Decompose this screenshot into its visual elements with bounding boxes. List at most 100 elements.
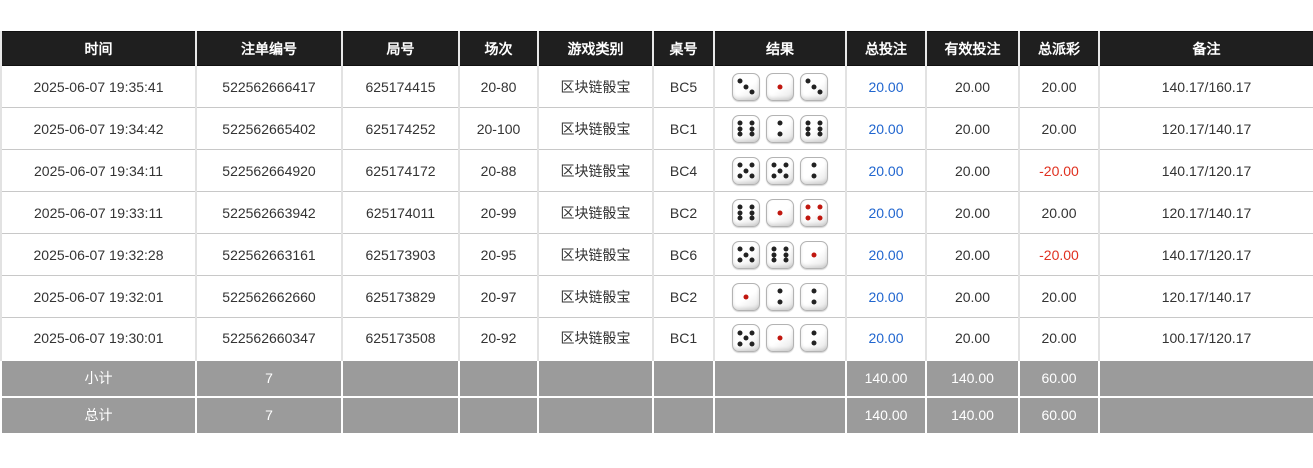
cell-bet_total[interactable]: 20.00: [845, 149, 927, 192]
die-2: [800, 156, 828, 185]
die-pip: [737, 78, 743, 84]
die-1: [766, 198, 794, 227]
die-pip: [749, 215, 755, 221]
summary-cell-bet_total: 140.00: [845, 358, 927, 398]
column-header-valid_bet: 有效投注: [925, 31, 1020, 66]
cell-round_id: 625174415: [341, 65, 460, 108]
cell-round_id: 625173829: [341, 275, 460, 318]
die-6: [800, 114, 828, 143]
die-pip: [737, 246, 743, 252]
die-2: [800, 324, 828, 353]
die-pip: [743, 84, 749, 89]
die-pip: [749, 173, 755, 179]
dice-result: [732, 324, 828, 353]
die-pip: [777, 120, 783, 126]
cell-bet_id: 522562665402: [195, 107, 343, 150]
die-5: [732, 324, 760, 353]
die-pip: [783, 257, 789, 263]
summary-cell-remark: [1098, 395, 1313, 435]
cell-remark: 120.17/140.17: [1098, 275, 1313, 318]
cell-session: 20-95: [458, 233, 539, 276]
die-pip: [783, 173, 789, 179]
cell-game_type: 区块链骰宝: [537, 233, 654, 276]
die-2: [766, 282, 794, 311]
die-pip: [777, 335, 783, 341]
cell-time: 2025-06-07 19:32:28: [0, 233, 197, 276]
die-pip: [817, 215, 823, 221]
die-pip: [771, 257, 777, 263]
cell-bet_total[interactable]: 20.00: [845, 65, 927, 108]
cell-remark: 120.17/140.17: [1098, 191, 1313, 234]
summary-cell-round_id: [341, 395, 460, 435]
cell-payout_total: 20.00: [1018, 107, 1100, 150]
cell-game_type: 区块链骰宝: [537, 191, 654, 234]
cell-round_id: 625174252: [341, 107, 460, 150]
die-pip: [737, 215, 743, 221]
die-1: [766, 72, 794, 101]
summary-cell-valid_bet: 140.00: [925, 395, 1020, 435]
die-pip: [817, 120, 823, 126]
cell-table_no: BC4: [652, 149, 715, 192]
die-pip: [749, 162, 755, 168]
cell-time: 2025-06-07 19:35:41: [0, 65, 197, 108]
table-row: 2025-06-07 19:35:41 522562666417 625174415…: [0, 65, 1313, 108]
cell-bet_total[interactable]: 20.00: [845, 317, 927, 360]
die-pip: [737, 210, 743, 215]
die-pip: [737, 126, 743, 131]
die-pip: [805, 120, 811, 126]
table-row: 2025-06-07 19:34:11 522562664920 625174172…: [0, 149, 1313, 192]
header-row: 时间 注单编号 局号 场次 游戏类别 桌号 结果 总投注 有效投注 总派彩 备注: [0, 31, 1313, 66]
cell-valid_bet: 20.00: [925, 317, 1020, 360]
dice-result: [732, 198, 828, 227]
cell-bet_total[interactable]: 20.00: [845, 107, 927, 150]
table-header: 时间 注单编号 局号 场次 游戏类别 桌号 结果 总投注 有效投注 总派彩 备注: [0, 31, 1313, 66]
die-pip: [777, 299, 783, 305]
dice-result: [732, 240, 828, 269]
cell-game_type: 区块链骰宝: [537, 275, 654, 318]
die-6: [766, 240, 794, 269]
summary-cell-game_type: [537, 358, 654, 398]
die-pip: [737, 330, 743, 336]
table-row: 2025-06-07 19:32:01 522562662660 625173829…: [0, 275, 1313, 318]
dice-result: [732, 72, 828, 101]
summary-cell-table_no: [652, 358, 715, 398]
cell-time: 2025-06-07 19:34:42: [0, 107, 197, 150]
cell-table_no: BC1: [652, 317, 715, 360]
cell-remark: 100.17/120.17: [1098, 317, 1313, 360]
column-header-bet_id: 注单编号: [195, 31, 343, 66]
cell-bet_id: 522562663161: [195, 233, 343, 276]
column-header-remark: 备注: [1098, 31, 1313, 66]
cell-result: [713, 275, 847, 318]
cell-bet_id: 522562666417: [195, 65, 343, 108]
column-header-time: 时间: [0, 31, 197, 66]
summary-cell-round_id: [341, 358, 460, 398]
summary-cell-table_no: [652, 395, 715, 435]
cell-time: 2025-06-07 19:34:11: [0, 149, 197, 192]
die-pip: [811, 84, 817, 89]
summary-cell-bet_id: 7: [195, 395, 343, 435]
die-pip: [783, 162, 789, 168]
die-pip: [737, 204, 743, 210]
summary-cell-payout_total: 60.00: [1018, 358, 1100, 398]
summary-cell-bet_total: 140.00: [845, 395, 927, 435]
column-header-session: 场次: [458, 31, 539, 66]
cell-result: [713, 65, 847, 108]
die-1: [800, 240, 828, 269]
die-pip: [811, 299, 817, 305]
die-2: [800, 282, 828, 311]
dice-result: [732, 282, 828, 311]
cell-bet_id: 522562664920: [195, 149, 343, 192]
cell-table_no: BC2: [652, 191, 715, 234]
cell-bet_total[interactable]: 20.00: [845, 191, 927, 234]
die-pip: [737, 257, 743, 263]
die-pip: [749, 341, 755, 347]
cell-game_type: 区块链骰宝: [537, 149, 654, 192]
cell-bet_id: 522562662660: [195, 275, 343, 318]
die-pip: [777, 131, 783, 137]
cell-valid_bet: 20.00: [925, 233, 1020, 276]
cell-bet_total[interactable]: 20.00: [845, 275, 927, 318]
cell-table_no: BC2: [652, 275, 715, 318]
cell-bet_total[interactable]: 20.00: [845, 233, 927, 276]
die-2: [766, 114, 794, 143]
die-pip: [811, 288, 817, 294]
